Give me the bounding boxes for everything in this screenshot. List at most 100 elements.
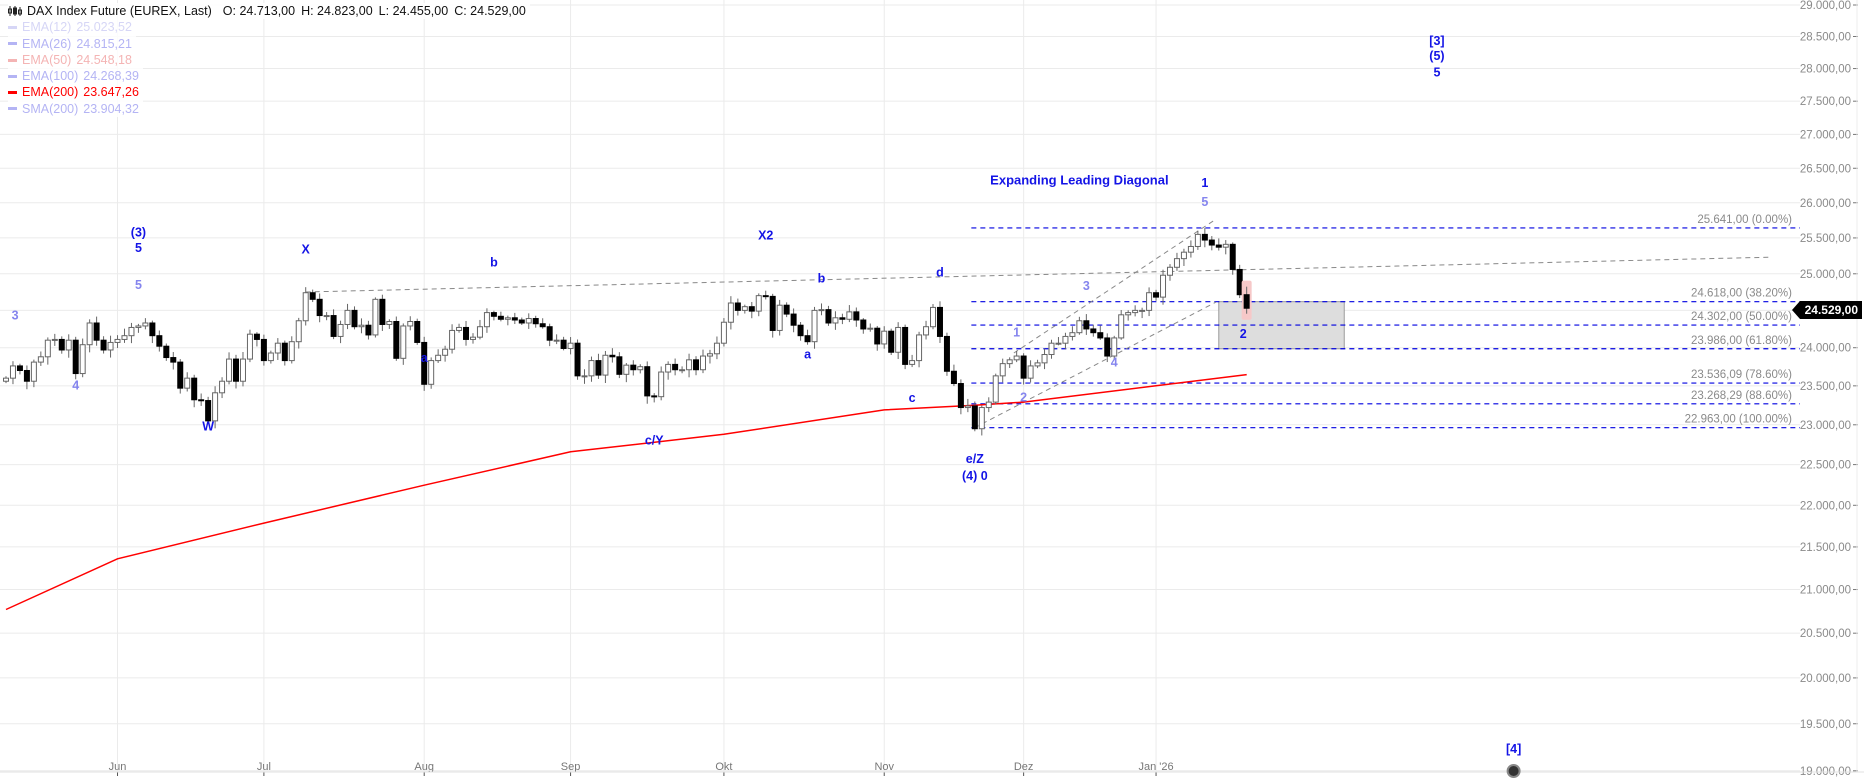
candle-body-up xyxy=(400,325,407,359)
y-tick-label: 28.000,00 xyxy=(1800,64,1851,76)
candle-body-down xyxy=(936,306,943,337)
candle xyxy=(686,353,693,378)
candle-body-up xyxy=(121,335,128,340)
wave-label: 5 xyxy=(135,278,142,292)
legend-indicator-sma200[interactable]: SMA(200) 23.904,32 xyxy=(8,100,143,118)
candle xyxy=(156,330,163,352)
wave-label: c xyxy=(909,391,916,405)
candle xyxy=(1062,332,1069,350)
candle xyxy=(776,299,783,336)
candle-body-up xyxy=(184,377,191,389)
candle xyxy=(3,376,9,384)
candle xyxy=(1222,240,1229,255)
candle-body-down xyxy=(379,298,386,325)
candle xyxy=(846,305,853,323)
candle-body-up xyxy=(226,358,233,382)
wave-label: X2 xyxy=(758,228,773,242)
indicator-label: EMA(50) xyxy=(22,52,72,67)
candle xyxy=(9,361,16,385)
candle xyxy=(100,336,107,354)
candle-body-up xyxy=(679,369,686,372)
candle-body-down xyxy=(693,359,700,371)
candle xyxy=(783,302,790,318)
candle-body-down xyxy=(93,322,100,341)
candle xyxy=(177,359,184,394)
candle xyxy=(518,317,525,325)
candle-body-down xyxy=(393,320,400,359)
fib-level-label: 24.302,00 (50.00%) xyxy=(1691,311,1792,323)
candle xyxy=(706,349,713,364)
candle-body-up xyxy=(1166,266,1173,276)
wave-label: b xyxy=(818,272,826,286)
candle xyxy=(762,290,769,300)
candle-body-down xyxy=(16,365,23,371)
candle xyxy=(978,405,985,436)
candle-body-up xyxy=(267,352,274,362)
candle-body-up xyxy=(700,355,706,371)
candle-body-down xyxy=(1153,292,1160,298)
legend-instrument-row: DAX Index Future (EUREX, Last) O: 24.713… xyxy=(8,3,530,20)
candle-body-up xyxy=(623,364,630,375)
candle xyxy=(128,322,135,344)
candle-body-down xyxy=(365,324,372,336)
candle xyxy=(971,401,978,432)
candle xyxy=(456,323,463,333)
indicator-label: EMA(26) xyxy=(22,36,72,51)
candle xyxy=(755,293,762,317)
candle xyxy=(1180,248,1187,266)
legend-indicator-ema12[interactable]: EMA(12) 25.023,52 xyxy=(8,19,136,36)
legend-indicator-ema200[interactable]: EMA(200) 23.647,26 xyxy=(8,84,143,101)
candle-body-down xyxy=(1097,332,1104,339)
y-tick-label: 20.000,00 xyxy=(1800,673,1851,685)
indicator-color-swatch xyxy=(8,91,17,95)
candle-body-down xyxy=(943,335,950,372)
candle xyxy=(1104,333,1111,363)
candle xyxy=(623,363,630,383)
candle-body-up xyxy=(1139,309,1146,312)
candle xyxy=(985,397,992,413)
y-tick-label: 19.500,00 xyxy=(1800,719,1851,731)
candle-body-up xyxy=(37,356,44,363)
candle-body-down xyxy=(281,342,288,362)
candle xyxy=(832,311,839,330)
candle-body-down xyxy=(560,339,567,349)
candle xyxy=(950,364,957,387)
candle xyxy=(253,332,260,347)
candle-body-up xyxy=(107,341,114,351)
wave-label: 5 xyxy=(135,241,142,255)
legend-indicator-ema26[interactable]: EMA(26) 24.815,21 xyxy=(8,35,136,52)
candle-body-down xyxy=(330,315,337,337)
candle-body-up xyxy=(3,377,9,382)
candle-body-up xyxy=(386,320,393,325)
legend-indicator-ema50[interactable]: EMA(50) 24.548,18 xyxy=(8,51,136,69)
indicator-value: 23.904,32 xyxy=(83,101,139,116)
candle-body-down xyxy=(316,298,323,317)
y-tick-label: 22.000,00 xyxy=(1800,500,1851,512)
candle-body-down xyxy=(853,311,860,321)
candle xyxy=(135,323,142,333)
fib-level-label: 24.618,00 (38.20%) xyxy=(1691,288,1792,300)
candle xyxy=(205,396,212,425)
candle xyxy=(51,333,58,346)
candle xyxy=(490,310,497,321)
candle xyxy=(818,303,825,316)
candle-body-up xyxy=(706,353,713,357)
candle-body-up xyxy=(846,311,853,320)
candle xyxy=(909,354,916,368)
candle xyxy=(616,352,623,379)
candle-body-up xyxy=(818,309,825,312)
candle-body-down xyxy=(253,333,260,340)
y-tick-label: 25.500,00 xyxy=(1800,233,1851,245)
candle xyxy=(72,336,79,380)
candle-body-up xyxy=(588,360,595,377)
candle xyxy=(149,320,156,344)
indicator-value: 24.548,18 xyxy=(76,52,132,67)
candle xyxy=(797,322,804,341)
fib-level-label: 23.986,00 (61.80%) xyxy=(1691,335,1792,347)
candle xyxy=(463,320,470,346)
candle xyxy=(1083,314,1090,335)
legend-indicator-ema100[interactable]: EMA(100) 24.268,39 xyxy=(8,68,143,85)
candle xyxy=(881,326,888,349)
candle-body-up xyxy=(79,344,86,375)
